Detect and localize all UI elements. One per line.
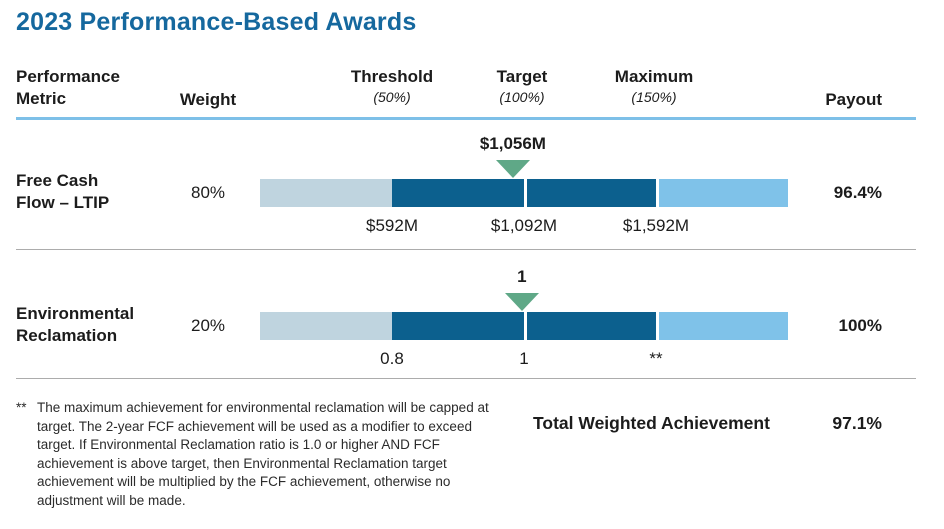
threshold-tick-value: 0.8 xyxy=(380,349,404,368)
target-tick-value: 1 xyxy=(519,349,529,368)
metric-name-line1: Environmental xyxy=(16,304,135,323)
metric-name-line2: Flow – LTIP xyxy=(16,193,110,212)
metric-name: Free Cash Flow – LTIP xyxy=(16,170,109,214)
footnote-marker: ** xyxy=(16,400,27,415)
achievement-bar: $1,056M $592M $1,092M $1,592M xyxy=(260,134,788,235)
bar-segment-target-to-maximum xyxy=(524,179,656,207)
payout-value: 96.4% xyxy=(833,183,882,202)
maximum-tick-value: ** xyxy=(649,349,663,368)
column-header-target: Target (100%) xyxy=(452,66,592,106)
threshold-percent-label: (50%) xyxy=(373,89,411,105)
footnote-text: The maximum achievement for environmenta… xyxy=(37,400,489,508)
achievement-value-label: $1,056M xyxy=(479,134,546,153)
weight-value: 20% xyxy=(190,316,226,335)
achievement-marker-triangle-icon xyxy=(495,160,530,178)
footer-divider xyxy=(16,378,916,379)
achievement-value-label: 1 xyxy=(517,267,527,286)
bar-segment-above-maximum xyxy=(656,312,788,340)
metric-name-line1: Free Cash xyxy=(16,171,99,190)
footnote: ** The maximum achievement for environme… xyxy=(16,399,502,510)
row-divider xyxy=(16,249,916,250)
column-header-payout: Payout xyxy=(825,90,882,109)
column-header-threshold: Threshold (50%) xyxy=(322,66,462,106)
achievement-bar: 1 0.8 1 ** xyxy=(260,267,788,368)
maximum-tick-value: $1,592M xyxy=(622,216,690,235)
total-weighted-achievement-value: 97.1% xyxy=(832,413,882,433)
bar-segment-target-to-maximum xyxy=(524,312,656,340)
bar-segment-above-maximum xyxy=(656,179,788,207)
bar-track xyxy=(260,312,788,340)
table-row-free-cash-flow: Free Cash Flow – LTIP 80% $1,056M $592M … xyxy=(0,130,944,248)
bar-segment-below-threshold xyxy=(260,312,392,340)
column-header-weight: Weight xyxy=(179,90,237,109)
column-header-metric-line1: Performance xyxy=(16,67,120,86)
target-label: Target xyxy=(496,67,548,86)
table-row-environmental-reclamation: Environmental Reclamation 20% 1 0.8 1 **… xyxy=(0,263,944,381)
target-tick-value: $1,092M xyxy=(490,216,558,235)
header-divider-rule xyxy=(16,117,916,120)
weight-value: 80% xyxy=(190,183,226,202)
achievement-marker-triangle-icon xyxy=(504,293,539,311)
maximum-label: Maximum xyxy=(614,67,694,86)
metric-name: Environmental Reclamation xyxy=(16,303,134,347)
bar-segment-threshold-to-target xyxy=(392,312,524,340)
bar-segment-threshold-to-target xyxy=(392,179,524,207)
column-header-metric-line2: Metric xyxy=(16,89,67,108)
column-header-performance-metric: Performance Metric xyxy=(16,66,120,110)
column-header-maximum: Maximum (150%) xyxy=(584,66,724,106)
target-percent-label: (100%) xyxy=(499,89,545,105)
metric-name-line2: Reclamation xyxy=(16,326,118,345)
threshold-label: Threshold xyxy=(350,67,434,86)
page-title: 2023 Performance-Based Awards xyxy=(16,8,417,36)
bar-track xyxy=(260,179,788,207)
threshold-tick-value: $592M xyxy=(366,216,418,235)
total-weighted-achievement-label: Total Weighted Achievement xyxy=(533,413,770,433)
maximum-percent-label: (150%) xyxy=(631,89,677,105)
payout-value: 100% xyxy=(838,316,882,335)
bar-segment-below-threshold xyxy=(260,179,392,207)
